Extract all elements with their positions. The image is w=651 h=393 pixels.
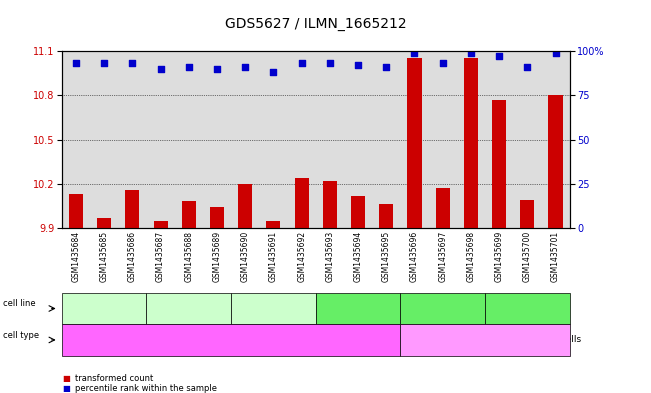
Text: GSM1435690: GSM1435690 <box>241 231 250 283</box>
Point <box>184 64 194 70</box>
Point <box>71 60 81 66</box>
Text: GSM1435686: GSM1435686 <box>128 231 137 282</box>
Point <box>127 60 137 66</box>
Text: GSM1435688: GSM1435688 <box>184 231 193 282</box>
Point <box>465 50 476 56</box>
Bar <box>97 218 111 228</box>
Text: GSM1435701: GSM1435701 <box>551 231 560 282</box>
Point <box>522 64 533 70</box>
Text: cell type: cell type <box>3 331 39 340</box>
Point <box>212 66 222 72</box>
Text: percentile rank within the sample: percentile rank within the sample <box>75 384 217 393</box>
Bar <box>323 181 337 228</box>
Bar <box>408 59 421 228</box>
Text: GSM1435692: GSM1435692 <box>297 231 306 282</box>
Point <box>240 64 251 70</box>
Bar <box>492 100 506 228</box>
Point <box>268 69 279 75</box>
Point <box>99 60 109 66</box>
Text: GSM1435695: GSM1435695 <box>381 231 391 283</box>
Bar <box>266 220 281 228</box>
Bar <box>210 208 224 228</box>
Point <box>437 60 448 66</box>
Text: SU8686: SU8686 <box>340 304 376 313</box>
Bar <box>294 178 309 228</box>
Text: Panc0504: Panc0504 <box>167 304 211 313</box>
Bar <box>520 200 534 228</box>
Bar <box>125 190 139 228</box>
Bar <box>238 184 252 228</box>
Text: GSM1435694: GSM1435694 <box>353 231 363 283</box>
Text: dasatinib-sensitive pancreatic cancer cells: dasatinib-sensitive pancreatic cancer ce… <box>135 336 327 344</box>
Text: MiaPaCa2: MiaPaCa2 <box>421 304 465 313</box>
Point <box>296 60 307 66</box>
Point <box>409 50 420 56</box>
Text: cell line: cell line <box>3 299 36 308</box>
Bar <box>548 95 562 228</box>
Point <box>325 60 335 66</box>
Text: Panc0403: Panc0403 <box>82 304 126 313</box>
Text: GSM1435696: GSM1435696 <box>410 231 419 283</box>
Text: Panc1: Panc1 <box>514 304 541 313</box>
Text: GSM1435685: GSM1435685 <box>100 231 109 282</box>
Point <box>381 64 391 70</box>
Text: ■: ■ <box>62 384 70 393</box>
Bar <box>154 220 167 228</box>
Bar <box>379 204 393 228</box>
Point <box>494 53 505 60</box>
Text: GSM1435684: GSM1435684 <box>72 231 81 282</box>
Text: Panc1005: Panc1005 <box>251 304 296 313</box>
Bar <box>69 194 83 228</box>
Text: GSM1435689: GSM1435689 <box>212 231 221 282</box>
Text: transformed count: transformed count <box>75 374 153 382</box>
Text: GDS5627 / ILMN_1665212: GDS5627 / ILMN_1665212 <box>225 17 406 31</box>
Point <box>353 62 363 68</box>
Point <box>156 66 166 72</box>
Text: GSM1435697: GSM1435697 <box>438 231 447 283</box>
Text: GSM1435700: GSM1435700 <box>523 231 532 283</box>
Point <box>550 50 561 56</box>
Text: GSM1435691: GSM1435691 <box>269 231 278 282</box>
Bar <box>436 188 450 228</box>
Text: GSM1435698: GSM1435698 <box>466 231 475 282</box>
Text: ■: ■ <box>62 374 70 382</box>
Bar <box>464 59 478 228</box>
Text: dasatinib-resistant pancreatic cancer cells: dasatinib-resistant pancreatic cancer ce… <box>389 336 581 344</box>
Bar <box>351 196 365 228</box>
Text: GSM1435699: GSM1435699 <box>495 231 504 283</box>
Text: GSM1435687: GSM1435687 <box>156 231 165 282</box>
Text: GSM1435693: GSM1435693 <box>326 231 335 283</box>
Bar <box>182 202 196 228</box>
